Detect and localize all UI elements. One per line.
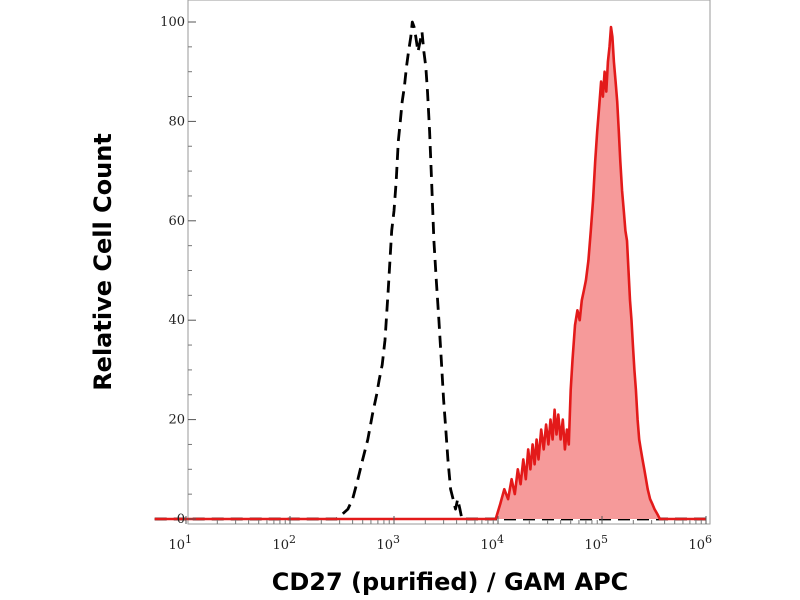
y-tick-label: 20 — [168, 413, 185, 428]
x-tick-label: 102 — [272, 533, 296, 553]
series-2-line — [154, 25, 706, 521]
x-tick-label: 104 — [480, 533, 504, 553]
y-tick-label: 0 — [177, 512, 185, 527]
series-layer — [154, 20, 706, 521]
y-tick-label: 100 — [160, 15, 185, 30]
y-tick-label: 40 — [168, 313, 185, 328]
x-tick-label: 101 — [168, 533, 192, 553]
x-tick-label: 105 — [584, 533, 608, 553]
ticks-layer: 101 102 103 104 105 106 0 20 40 60 80 100 — [160, 15, 712, 553]
x-tick-label: 106 — [688, 533, 712, 553]
y-tick-label: 60 — [168, 214, 185, 229]
series-1-line — [154, 20, 706, 521]
y-axis-title: Relative Cell Count — [89, 133, 117, 391]
plot-area-frame — [187, 0, 711, 525]
y-tick-label: 80 — [168, 114, 185, 129]
x-tick-label: 103 — [376, 533, 400, 553]
series-2-fill — [154, 27, 706, 519]
x-axis-title: CD27 (purified) / GAM APC — [272, 568, 629, 596]
